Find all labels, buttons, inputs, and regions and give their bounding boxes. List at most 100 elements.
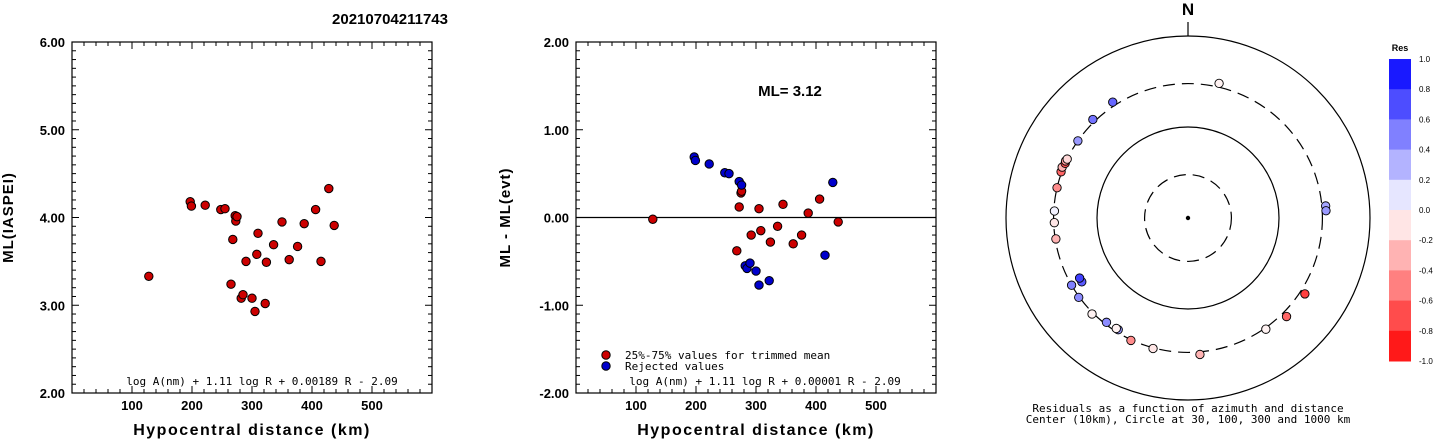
data-point [144, 271, 154, 281]
data-point [772, 221, 783, 231]
station-residual-marker [1087, 309, 1097, 319]
data-point [200, 200, 210, 210]
colorbar-tick-label: 0.6 [1419, 115, 1431, 124]
station-residual-marker [1195, 349, 1205, 360]
y-tick-label: 2.00 [40, 386, 65, 401]
residual-colorbar: Res 1.0 0.8 0.6 0.4 0.2 0.0 -0.2 -0.4 -0.6 -0.8 -1.… [1389, 43, 1433, 366]
data-point [260, 298, 270, 309]
data-point [788, 239, 798, 249]
data-point [736, 180, 747, 190]
data-point [745, 258, 755, 268]
y-tick-label: 3.00 [40, 298, 65, 313]
station-residual-marker [1300, 289, 1310, 299]
station-residual-marker [1148, 343, 1158, 354]
x-tick-label: 100 [121, 398, 143, 413]
data-point [754, 204, 764, 214]
distance-ring [1096, 126, 1280, 310]
colorbar-tick-label: 0.0 [1419, 206, 1431, 215]
ml-value-label: ML= 3.12 [758, 83, 822, 100]
station-residual-marker [1074, 273, 1085, 283]
y-axis-label: ML - ML(evt) [497, 167, 514, 267]
plot-frame [71, 41, 433, 394]
legend-marker [601, 361, 611, 371]
data-point [268, 240, 279, 250]
colorbar-segment [1389, 179, 1411, 211]
x-tick-label: 200 [181, 398, 203, 413]
data-point [228, 234, 238, 245]
station-residual-marker [1074, 292, 1084, 303]
data-point [704, 159, 714, 169]
y-tick-label: -1.00 [539, 298, 569, 313]
x-tick-label: 300 [241, 398, 263, 413]
data-point [820, 250, 830, 260]
y-tick-label: -2.00 [539, 386, 569, 401]
data-point [796, 230, 807, 240]
data-point [756, 225, 766, 236]
data-point [226, 279, 236, 289]
data-point [734, 202, 744, 212]
y-tick-label: 6.00 [40, 35, 65, 50]
data-point [690, 155, 701, 166]
y-tick-label: 5.00 [40, 123, 65, 138]
y-tick-label: 2.00 [544, 35, 569, 50]
data-point [324, 183, 334, 194]
station-residual-marker [1101, 317, 1112, 327]
data-point [252, 249, 262, 260]
colorbar-tick-label: -0.2 [1419, 236, 1433, 245]
data-point [284, 254, 294, 265]
data-point [329, 220, 339, 231]
colorbar-segment [1389, 89, 1411, 120]
colorbar-tick-label: -0.8 [1419, 327, 1433, 336]
colorbar-tick-label: 0.2 [1419, 176, 1431, 185]
data-point [261, 257, 272, 267]
x-tick-label: 400 [301, 398, 323, 413]
colorbar-segment [1389, 59, 1411, 90]
station-residual-marker [1261, 324, 1271, 334]
legend-marker [601, 350, 611, 360]
formula-label: log A(nm) + 1.11 log R + 0.00189 R - 2.0… [126, 375, 398, 388]
colorbar-tick-label: 0.4 [1419, 146, 1431, 155]
station-residual-marker [1049, 206, 1060, 216]
data-point [765, 237, 776, 247]
formula-label: log A(nm) + 1.11 log R + 0.00001 R - 2.0… [629, 375, 901, 388]
y-tick-label: 1.00 [544, 123, 569, 138]
x-axis-label: Hypocentral distance (km) [133, 422, 371, 439]
data-point [732, 246, 742, 256]
station-residual-marker [1111, 323, 1121, 334]
x-tick-label: 300 [745, 398, 767, 413]
legend-entry: 25%-75% values for trimmed mean [625, 349, 830, 362]
data-point [250, 306, 260, 317]
colorbar-tick-label: -0.4 [1419, 266, 1433, 275]
residual-vs-distance-plot: 100 200 300 400 500 -2.00 -1.00 0.00 1.00 2.00 Hyp… [497, 35, 937, 439]
colorbar-tick-label: -1.0 [1419, 357, 1433, 366]
colorbar-tick-label: -0.6 [1419, 297, 1433, 306]
x-axis-label: Hypocentral distance (km) [637, 422, 875, 439]
data-point [316, 256, 326, 267]
data-point [648, 214, 658, 224]
station-residual-marker [1062, 154, 1072, 164]
x-tick-label: 400 [805, 398, 827, 413]
station-residual-marker [1281, 311, 1292, 322]
data-point [310, 204, 321, 215]
data-point [754, 280, 764, 290]
data-point [186, 201, 197, 211]
data-point [778, 199, 788, 210]
station-residual-marker [1049, 218, 1059, 228]
epicenter-marker [1185, 215, 1191, 221]
colorbar-segment [1389, 119, 1411, 151]
x-tick-label: 500 [865, 398, 887, 413]
x-tick-label: 100 [625, 398, 647, 413]
data-point [746, 230, 756, 240]
data-point [232, 211, 242, 222]
y-axis-label: ML(IASPEI) [0, 172, 17, 263]
colorbar-segment [1389, 240, 1411, 271]
colorbar-tick-label: 1.0 [1419, 55, 1431, 64]
caption-line-1: Residuals as a function of azimuth and d… [1032, 402, 1343, 415]
colorbar-title: Res [1392, 43, 1409, 53]
data-point [828, 177, 838, 188]
x-tick-label: 500 [361, 398, 383, 413]
data-point [292, 241, 303, 252]
ml-vs-distance-plot: 100 200 300 400 500 2.00 3.00 4.00 5.00 6.00 Hypoc… [0, 35, 433, 439]
data-point [724, 168, 734, 179]
